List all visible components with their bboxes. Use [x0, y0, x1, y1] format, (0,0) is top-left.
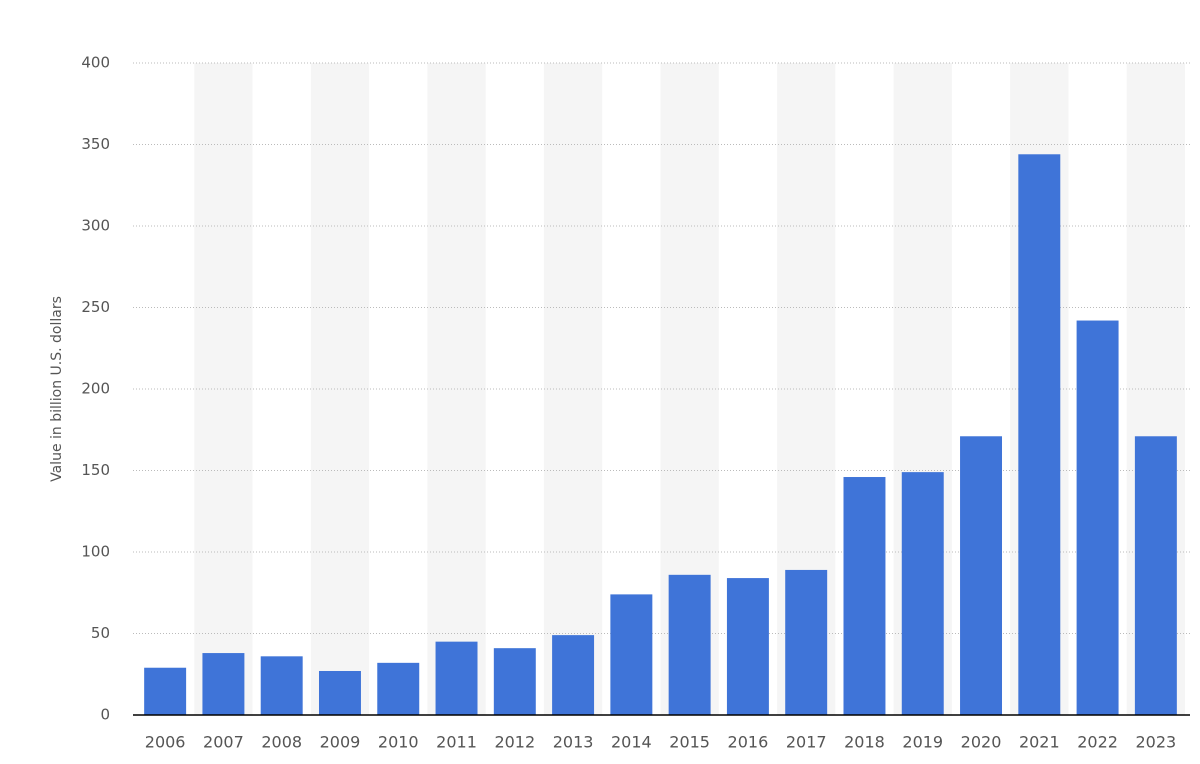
- x-tick-label: 2006: [145, 733, 186, 752]
- bar: [260, 656, 303, 715]
- y-tick-label: 100: [81, 543, 110, 561]
- y-tick-label: 400: [81, 54, 110, 72]
- x-tick-label: 2016: [728, 733, 769, 752]
- x-tick-label: 2023: [1136, 733, 1177, 752]
- x-tick-label: 2008: [261, 733, 302, 752]
- x-tick-label: 2013: [553, 733, 594, 752]
- bar: [493, 648, 536, 715]
- x-tick-label: 2014: [611, 733, 652, 752]
- x-tick-label: 2009: [320, 733, 361, 752]
- x-tick-label: 2011: [436, 733, 477, 752]
- x-tick-label: 2021: [1019, 733, 1060, 752]
- x-tick-label: 2022: [1077, 733, 1118, 752]
- column-band: [543, 63, 603, 715]
- bar: [1018, 154, 1061, 715]
- y-tick-label: 0: [100, 706, 110, 724]
- y-tick-label: 250: [81, 298, 110, 316]
- x-tick-label: 2017: [786, 733, 827, 752]
- bar: [610, 594, 653, 715]
- y-tick-label: 150: [81, 461, 110, 479]
- bar: [552, 635, 595, 715]
- y-tick-label: 300: [81, 217, 110, 235]
- bar: [785, 569, 828, 715]
- x-tick-label: 2012: [494, 733, 535, 752]
- bar: [144, 667, 187, 715]
- x-tick-label: 2019: [902, 733, 943, 752]
- bar: [843, 477, 886, 715]
- x-tick-label: 2018: [844, 733, 885, 752]
- bar: [377, 662, 420, 715]
- x-tick-label: 2010: [378, 733, 419, 752]
- x-tick-label: 2020: [961, 733, 1002, 752]
- bar: [202, 653, 245, 715]
- bar: [668, 574, 711, 715]
- y-tick-label: 50: [91, 624, 110, 642]
- y-tick-label: 350: [81, 135, 110, 153]
- bar: [1076, 320, 1119, 715]
- bar: [1134, 436, 1177, 715]
- bar: [960, 436, 1003, 715]
- x-tick-label: 2007: [203, 733, 244, 752]
- column-band: [310, 63, 370, 715]
- bar: [901, 472, 944, 715]
- bar: [726, 578, 769, 715]
- bar: [318, 670, 361, 715]
- x-tick-label: 2015: [669, 733, 710, 752]
- y-tick-label: 200: [81, 380, 110, 398]
- y-axis-label: Value in billion U.S. dollars: [49, 296, 65, 482]
- bar: [435, 641, 478, 715]
